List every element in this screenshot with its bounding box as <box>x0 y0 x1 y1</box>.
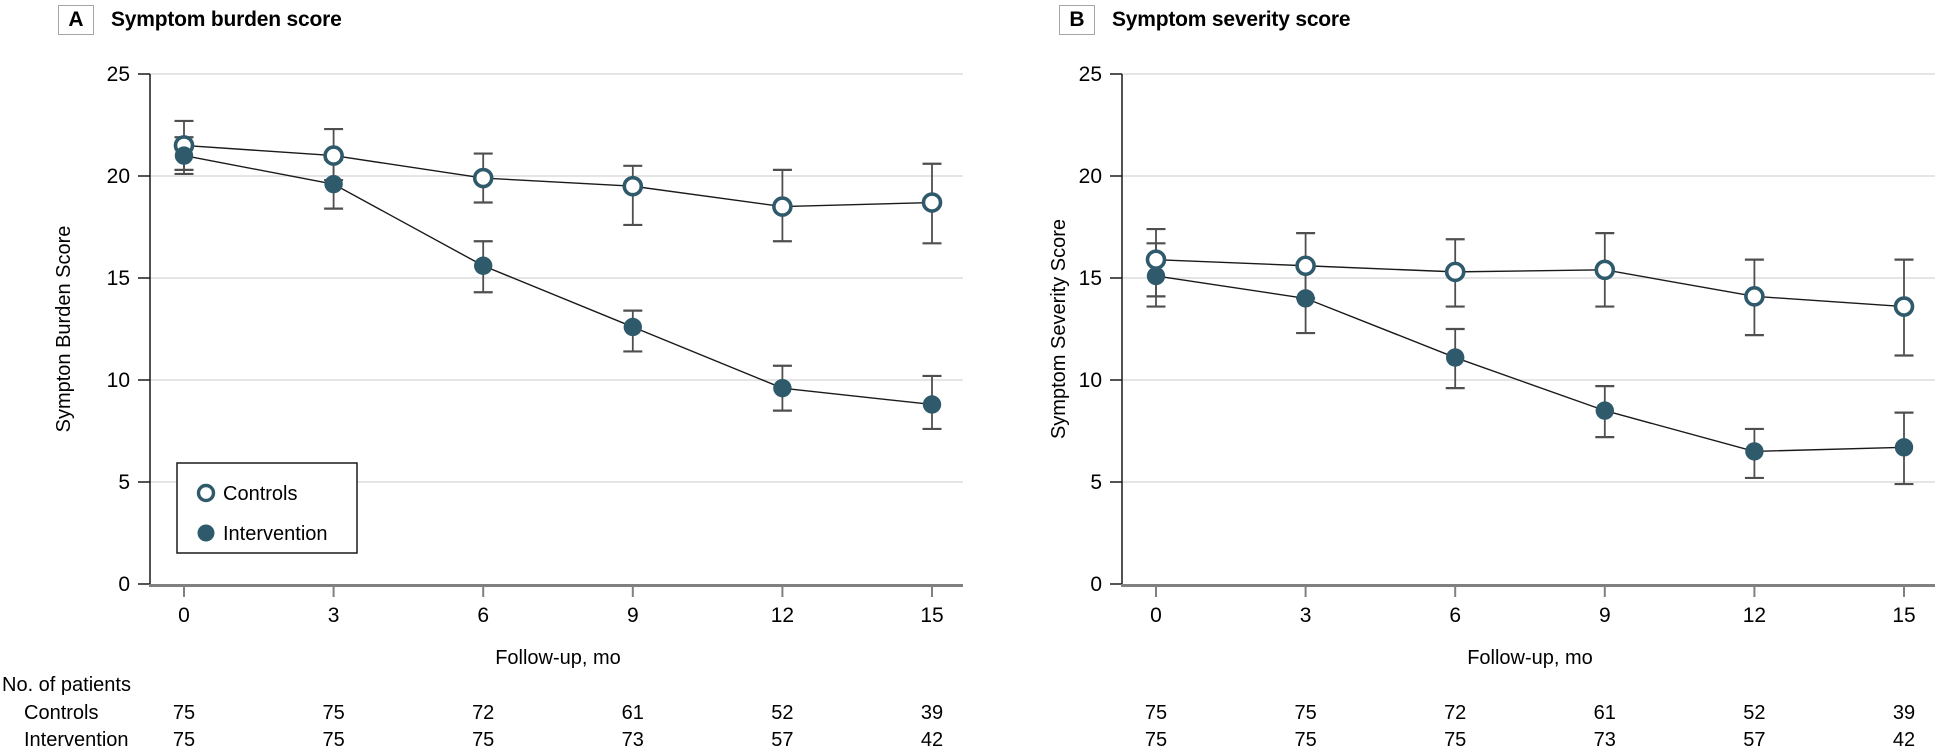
panel-a: A Symptom burden score 0 5 10 15 20 25 0 3 6 9 12 1… <box>2 5 963 751</box>
patients-count: 75 <box>1294 702 1316 724</box>
marker-controls <box>1893 296 1915 317</box>
patients-row-label: Controls <box>24 702 98 724</box>
y-tick-label: 5 <box>118 471 130 494</box>
patients-count: 52 <box>1743 702 1765 724</box>
y-axis-title: Sympton Burden Score <box>53 226 75 433</box>
panel-b: B Symptom severity score 0 5 10 15 20 25 0 3 6 9 1… <box>972 0 1944 754</box>
legend-label-intervention: Intervention <box>223 523 328 545</box>
x-tick-label: 15 <box>920 604 943 627</box>
patients-count: 73 <box>622 729 644 751</box>
x-tick-label: 15 <box>1892 604 1915 627</box>
patients-count: 72 <box>1444 702 1466 724</box>
panel-b-tag: B <box>1059 5 1095 35</box>
marker-intervention <box>1595 401 1614 420</box>
patients-count: 75 <box>1294 729 1316 751</box>
marker-controls <box>1444 261 1466 283</box>
series-line-controls <box>183 144 933 208</box>
patients-count: 75 <box>472 729 494 751</box>
marker-controls <box>1295 255 1316 277</box>
patients-count: 61 <box>622 702 644 724</box>
patients-row-label: Intervention <box>24 729 129 751</box>
marker-intervention <box>623 317 642 337</box>
chart-b-svg: 0 5 10 15 20 25 0 3 6 9 12 15 Follow-up, mo Symptom S… <box>1048 63 1935 751</box>
patients-count: 75 <box>173 702 195 724</box>
marker-controls <box>772 196 793 217</box>
y-tick-label: 20 <box>107 165 130 188</box>
y-axis-title: Symptom Severity Score <box>1048 219 1070 439</box>
marker-intervention <box>1894 438 1914 457</box>
series-line-intervention <box>183 154 933 406</box>
x-axis-title: Follow-up, mo <box>495 647 621 669</box>
x-tick-label: 6 <box>477 604 489 627</box>
marker-intervention <box>174 146 194 165</box>
marker-intervention <box>474 256 493 275</box>
y-tick-label: 15 <box>107 267 130 290</box>
patients-count: 73 <box>1594 729 1616 751</box>
marker-controls <box>1594 259 1616 281</box>
x-tick-label: 3 <box>1300 604 1312 627</box>
patients-count: 52 <box>771 702 793 724</box>
legend-marker-intervention <box>197 524 215 542</box>
marker-controls <box>921 192 943 213</box>
patients-count: 75 <box>322 702 344 724</box>
y-tick-label: 10 <box>107 369 130 392</box>
patients-count: 75 <box>1145 702 1167 724</box>
x-tick-label: 3 <box>328 604 340 627</box>
panel-b-title: Symptom severity score <box>1112 8 1351 31</box>
marker-intervention <box>1446 348 1465 367</box>
y-tick-label: 5 <box>1090 471 1102 494</box>
marker-controls <box>1145 249 1167 270</box>
patients-count: 75 <box>322 729 344 751</box>
patients-count: 57 <box>1743 729 1765 751</box>
y-tick-label: 25 <box>1079 63 1102 86</box>
x-tick-label: 6 <box>1449 604 1461 627</box>
x-tick-label: 12 <box>1743 604 1766 627</box>
series-line-intervention <box>1155 275 1905 453</box>
marker-controls <box>1744 286 1765 307</box>
marker-intervention <box>773 378 792 398</box>
patients-count: 75 <box>1145 729 1167 751</box>
marker-controls <box>323 145 344 166</box>
y-tick-label: 0 <box>118 573 130 596</box>
marker-controls <box>622 175 644 197</box>
marker-intervention <box>324 174 343 194</box>
patients-count: 61 <box>1594 702 1616 724</box>
series-line-controls <box>1155 258 1905 308</box>
legend-label-controls: Controls <box>223 483 297 505</box>
patients-count: 72 <box>472 702 494 724</box>
marker-intervention <box>922 395 942 414</box>
patients-count: 75 <box>173 729 195 751</box>
y-tick-label: 15 <box>1079 267 1102 290</box>
patients-count: 75 <box>1444 729 1466 751</box>
x-tick-label: 12 <box>771 604 794 627</box>
patients-count: 57 <box>771 729 793 751</box>
patients-count: 39 <box>921 702 943 724</box>
y-tick-label: 25 <box>107 63 130 86</box>
patients-count: 42 <box>921 729 943 751</box>
patients-header: No. of patients <box>2 674 131 696</box>
chart-a-svg: 0 5 10 15 20 25 0 3 6 9 12 15 Controls Intervention Fo… <box>2 63 963 751</box>
y-tick-label: 20 <box>1079 165 1102 188</box>
y-tick-label: 0 <box>1090 573 1102 596</box>
panel-a-tag: A <box>58 5 94 35</box>
marker-controls <box>472 167 494 189</box>
x-tick-label: 9 <box>1599 604 1611 627</box>
x-tick-label: 9 <box>627 604 639 627</box>
panel-b-header: B Symptom severity score <box>1059 5 1351 35</box>
marker-intervention <box>1146 266 1166 286</box>
x-tick-label: 0 <box>178 604 190 627</box>
legend-marker-controls <box>196 483 216 503</box>
x-tick-label: 0 <box>1150 604 1162 627</box>
panel-a-header: A Symptom burden score <box>58 5 342 35</box>
x-axis-title: Follow-up, mo <box>1467 647 1593 669</box>
marker-intervention <box>1745 442 1764 461</box>
patients-count: 39 <box>1893 702 1915 724</box>
patients-count: 42 <box>1893 729 1915 751</box>
y-tick-label: 10 <box>1079 369 1102 392</box>
panel-a-title: Symptom burden score <box>111 8 342 31</box>
marker-intervention <box>1296 289 1315 308</box>
